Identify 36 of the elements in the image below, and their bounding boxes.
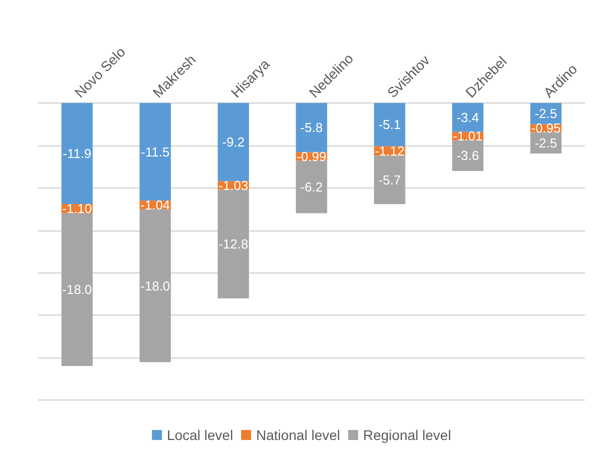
legend-label: Regional level: [363, 427, 452, 443]
bar: [452, 103, 484, 132]
bar: [140, 209, 171, 362]
data-label: -5.8: [300, 120, 323, 136]
data-label: -11.5: [140, 144, 170, 160]
data-label: -18.0: [62, 282, 92, 298]
bar: [374, 156, 406, 204]
data-label: -1.04: [140, 198, 170, 212]
data-label: -11.9: [62, 146, 92, 161]
data-label: -0.95: [531, 120, 561, 136]
data-label: -5.7: [378, 172, 401, 188]
data-label: -2.5: [534, 106, 558, 122]
bar: [296, 103, 328, 152]
legend-label: Local level: [166, 427, 234, 443]
data-label: -2.5: [534, 135, 558, 150]
data-label: -1.12: [374, 144, 404, 159]
data-label: -1.01: [452, 128, 483, 144]
bar: [218, 103, 249, 182]
data-label: -1.03: [218, 178, 248, 193]
bar: [452, 140, 484, 171]
bar: [61, 213, 93, 366]
bar: [374, 103, 406, 146]
data-label: -0.99: [296, 148, 326, 164]
data-label: -3.4: [456, 110, 479, 125]
data-label: -12.8: [218, 236, 248, 252]
legend-label: National level: [256, 427, 340, 443]
bar: [61, 103, 93, 204]
bar: [296, 160, 328, 214]
data-label: -9.2: [222, 134, 245, 150]
data-label: -5.1: [378, 117, 401, 132]
bar: [140, 103, 171, 201]
bar: [218, 190, 249, 298]
data-label: -3.6: [456, 148, 479, 164]
data-label: -18.0: [140, 278, 170, 294]
data-label: -1.10: [62, 201, 92, 216]
data-label: -6.2: [300, 179, 323, 194]
